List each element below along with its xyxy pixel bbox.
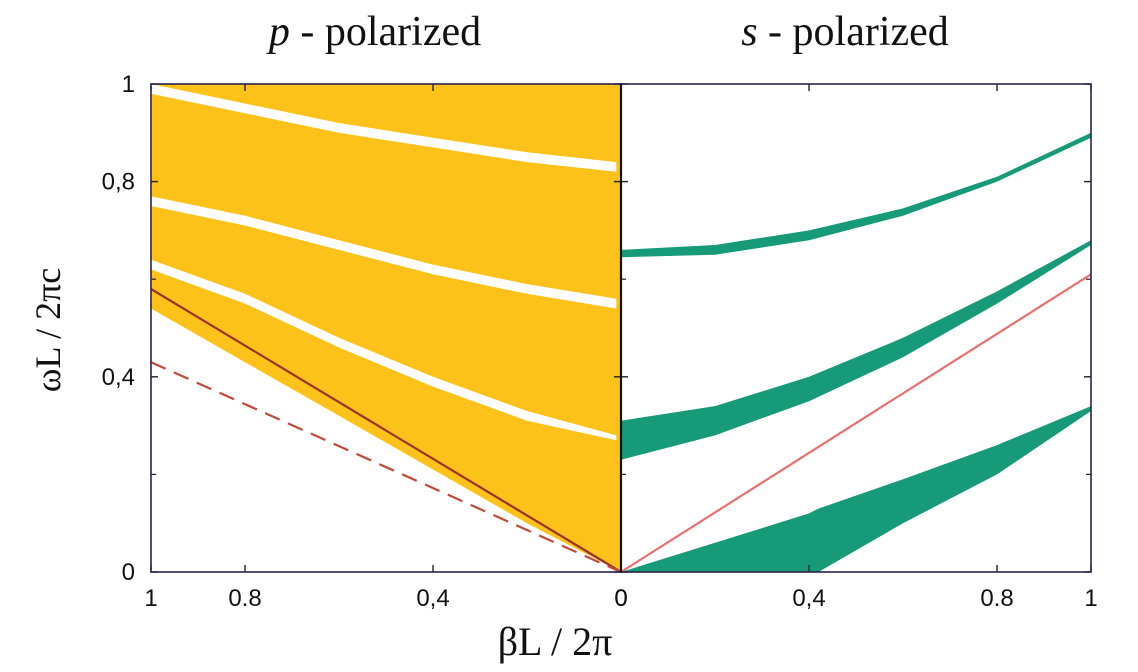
allowed-band-2	[621, 406, 1091, 572]
allowed-band-0	[621, 132, 1091, 258]
x-tick-label: 0.8	[228, 585, 261, 612]
s-title-italic: s	[741, 9, 757, 55]
y-tick-labels: 0 0,4 0,8 1	[102, 71, 135, 586]
x-tick-label: 1	[1084, 585, 1097, 612]
y-tick-label: 0,8	[102, 169, 135, 196]
x-tick-labels: 1 0.8 0,4 00 0,4 0.8 1	[144, 585, 1097, 612]
y-tick-label: 0,4	[102, 364, 135, 391]
s-title-rest: - polarized	[758, 9, 949, 55]
s-polarized-panel	[620, 132, 1092, 573]
light-line-0	[150, 288, 622, 573]
band-gap-1	[151, 196, 617, 309]
x-tick-label: 0,4	[792, 585, 825, 612]
x-tick-label: 1	[144, 585, 157, 612]
light-line-0	[620, 273, 1092, 573]
y-tick-label: 1	[122, 71, 135, 98]
plot-frame	[150, 83, 1092, 573]
x-tick-label: 0,4	[416, 585, 449, 612]
band-gap-0	[151, 259, 617, 441]
band-gap-2	[151, 84, 617, 172]
x-tick-label: 0	[614, 585, 627, 612]
s-polarized-title: s - polarized	[741, 9, 949, 55]
x-tick-label: 0	[614, 585, 627, 612]
dashed-light-line-1	[150, 361, 622, 574]
allowed-band-1	[621, 240, 1091, 460]
x-axis-label: βL / 2π	[498, 619, 613, 664]
p-title-italic: p	[266, 9, 290, 55]
allowed-region-0	[151, 84, 621, 572]
p-polarized-title: p - polarized	[266, 9, 481, 55]
y-tick-label: 0	[122, 559, 135, 586]
p-polarized-panel	[150, 84, 622, 574]
x-tick-label: 0.8	[980, 585, 1013, 612]
y-axis-label: ωL / 2πc	[28, 268, 68, 393]
p-title-rest: - polarized	[290, 9, 481, 55]
